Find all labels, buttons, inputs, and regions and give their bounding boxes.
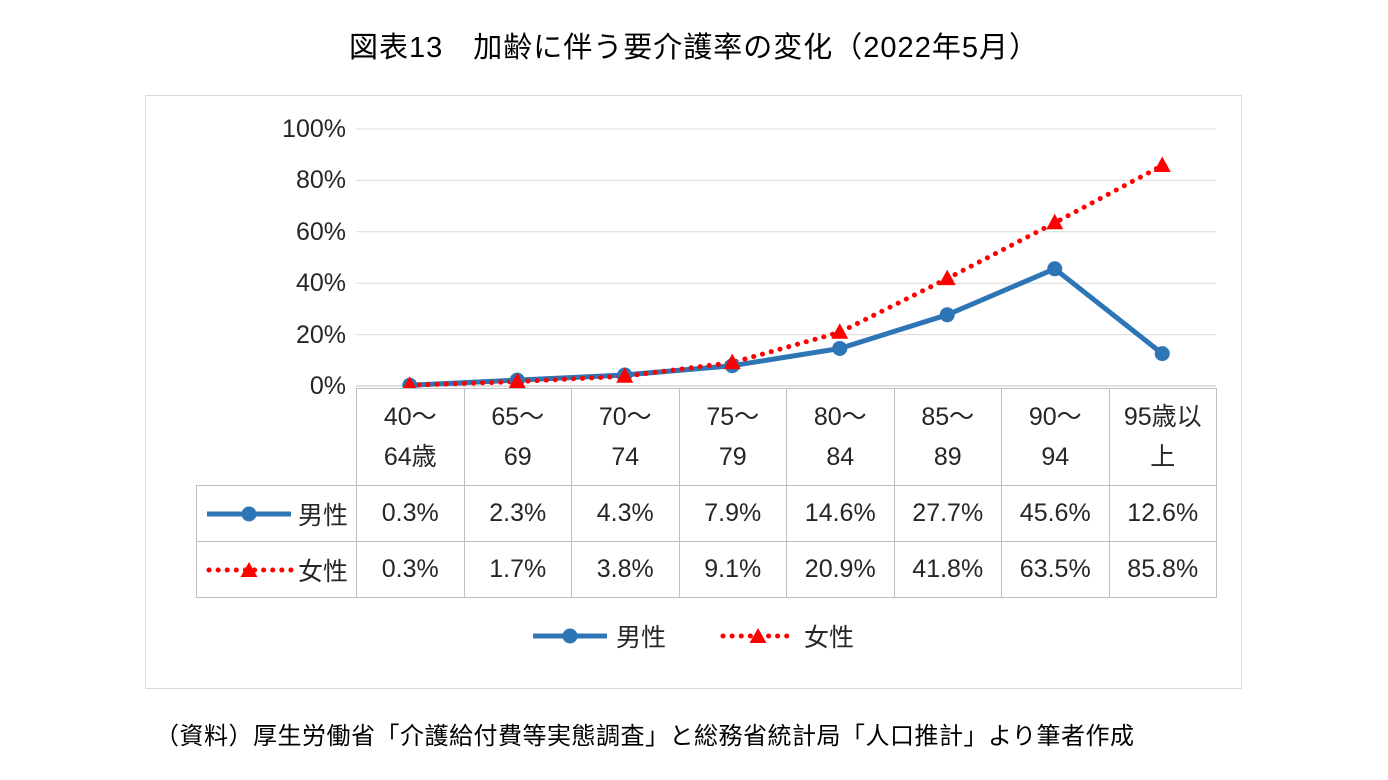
legend-label-male: 男性 — [615, 624, 666, 652]
female-value: 0.3% — [356, 541, 465, 598]
female-value: 85.8% — [1108, 541, 1217, 598]
marker-circle-男性 — [1047, 261, 1063, 277]
marker-triangle-女性 — [1153, 156, 1171, 172]
chart-frame: 0% 20% 40% 60% 80% 100% 40～ 64歳 65～ 69 70～ 74… — [145, 95, 1242, 689]
plot-area — [356, 128, 1216, 393]
category-label: 85～ 89 — [893, 388, 1002, 486]
y-axis-tick-label: 100% — [282, 115, 346, 143]
legend-item-male: 男性 — [532, 618, 666, 654]
marker-triangle-女性 — [401, 376, 419, 392]
male-row-label-cell: 男性 — [196, 485, 357, 542]
male-value: 4.3% — [571, 485, 680, 542]
female-row-label-cell: 女性 — [196, 541, 357, 598]
source-note: （資料）厚生労働省「介護給付費等実態調査」と総務省統計局「人口推計」より筆者作成 — [155, 723, 1135, 750]
category-label: 40～ 64歳 — [356, 388, 465, 486]
legend-label-female: 女性 — [804, 624, 855, 652]
marker-circle-男性 — [939, 307, 955, 323]
y-axis-tick-label: 60% — [295, 217, 346, 246]
table-row-male: 男性 0.3% 2.3% 4.3% 7.9% 14.6% 27.7% 45.6%… — [196, 485, 1217, 542]
y-axis-tick-label: 80% — [295, 166, 346, 195]
chart-title: 図表13 加齢に伴う要介護率の変化（2022年5月） — [349, 32, 1039, 64]
category-header-row: 40～ 64歳 65～ 69 70～ 74 75～ 79 80～ 84 85～ … — [197, 388, 1217, 486]
category-label: 75～ 79 — [678, 388, 787, 486]
marker-triangle-女性 — [831, 323, 849, 339]
male-value: 12.6% — [1108, 485, 1217, 542]
table-row-female: 女性 0.3% 1.7% 3.8% 9.1% 20.9% 41.8% 63.5%… — [196, 541, 1217, 598]
male-series-label: 男性 — [298, 501, 349, 530]
female-value: 9.1% — [678, 541, 787, 598]
female-series-swatch-icon — [206, 561, 294, 577]
female-series-label: 女性 — [298, 557, 349, 586]
female-value: 63.5% — [1001, 541, 1110, 598]
marker-triangle-女性 — [938, 269, 956, 286]
legend-item-female: 女性 — [720, 618, 855, 654]
category-label: 65～ 69 — [463, 388, 572, 486]
y-axis-tick-label: 40% — [295, 269, 346, 298]
category-label: 90～ 94 — [1001, 388, 1110, 486]
category-label: 80～ 84 — [786, 388, 895, 486]
marker-triangle-女性 — [616, 367, 634, 383]
category-label: 70～ 74 — [571, 388, 680, 486]
male-value: 7.9% — [678, 485, 787, 542]
series-line-男性 — [409, 266, 1164, 388]
y-axis-tick-label: 0% — [309, 372, 346, 400]
data-table: 40～ 64歳 65～ 69 70～ 74 75～ 79 80～ 84 85～ … — [196, 388, 1217, 598]
category-label: 95歳以 上 — [1108, 388, 1217, 486]
female-legend-swatch-icon — [720, 628, 796, 643]
series-line-女性 — [407, 162, 1165, 388]
female-value: 3.8% — [571, 541, 680, 598]
marker-circle-男性 — [1154, 346, 1170, 362]
marker-circle-男性 — [832, 340, 848, 356]
male-value: 0.3% — [356, 485, 465, 542]
chart-legend: 男性 女性 — [146, 618, 1241, 654]
male-legend-swatch-icon — [532, 628, 607, 644]
male-series-swatch-icon — [207, 506, 291, 521]
y-axis-tick-label: 20% — [295, 320, 346, 349]
marker-triangle-女性 — [723, 353, 741, 370]
female-value: 20.9% — [786, 541, 895, 598]
female-value: 1.7% — [463, 541, 572, 598]
marker-triangle-女性 — [1046, 213, 1064, 230]
male-value: 14.6% — [786, 485, 895, 542]
female-value: 41.8% — [893, 541, 1002, 598]
male-value: 45.6% — [1001, 485, 1110, 542]
marker-triangle-女性 — [508, 372, 526, 389]
table-corner-cell — [197, 389, 357, 486]
male-value: 27.7% — [893, 485, 1002, 542]
male-value: 2.3% — [463, 485, 572, 542]
